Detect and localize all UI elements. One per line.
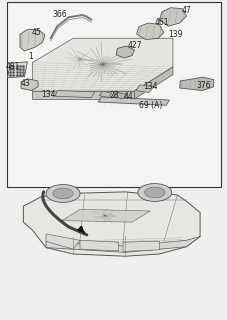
Polygon shape	[21, 79, 38, 91]
Ellipse shape	[144, 187, 164, 198]
Polygon shape	[23, 192, 199, 256]
Text: 69 (A): 69 (A)	[138, 101, 161, 110]
Polygon shape	[32, 38, 172, 91]
Text: 43: 43	[21, 79, 30, 88]
Ellipse shape	[46, 185, 80, 202]
Text: 376: 376	[195, 81, 210, 90]
Polygon shape	[80, 240, 118, 251]
Polygon shape	[179, 77, 213, 91]
Text: 44: 44	[123, 92, 133, 101]
Text: 47: 47	[181, 6, 190, 15]
Polygon shape	[159, 8, 186, 26]
Text: 481: 481	[6, 61, 20, 70]
Polygon shape	[7, 62, 27, 78]
Bar	[7, 2, 220, 187]
Polygon shape	[116, 46, 134, 58]
Text: 45: 45	[32, 28, 42, 37]
Polygon shape	[55, 91, 94, 98]
Text: 28: 28	[109, 91, 118, 100]
Polygon shape	[112, 92, 127, 99]
Text: 1: 1	[28, 52, 32, 61]
Text: 134: 134	[41, 90, 55, 99]
Polygon shape	[134, 67, 172, 99]
Ellipse shape	[137, 184, 171, 201]
Polygon shape	[20, 29, 45, 51]
Polygon shape	[32, 91, 134, 99]
Polygon shape	[123, 241, 159, 252]
Bar	[1, 189, 226, 319]
Polygon shape	[99, 91, 111, 98]
Text: 427: 427	[127, 41, 141, 50]
Polygon shape	[98, 97, 169, 105]
Text: 139: 139	[167, 30, 182, 39]
Polygon shape	[46, 234, 80, 249]
Text: 366: 366	[52, 10, 67, 19]
Polygon shape	[46, 236, 199, 252]
Ellipse shape	[53, 188, 73, 199]
Polygon shape	[135, 85, 153, 92]
Polygon shape	[62, 209, 150, 222]
Text: 134: 134	[142, 82, 157, 91]
Text: 461: 461	[154, 19, 168, 28]
Polygon shape	[136, 23, 163, 40]
